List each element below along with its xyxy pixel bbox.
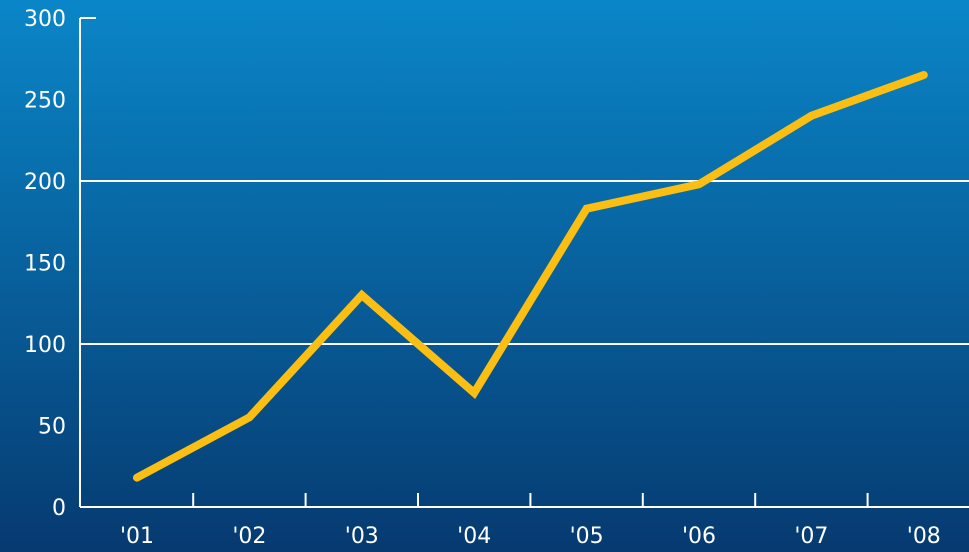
y-tick-label: 50 <box>38 415 66 440</box>
gridlines <box>80 180 969 345</box>
x-tick-label: '05 <box>570 524 604 549</box>
y-tick-label: 300 <box>24 7 66 32</box>
tick-labels: 0 50 100 150 200 250 300 '01 '02 '03 '04 '05 '06 '07 '… <box>24 7 941 549</box>
y-tick-label: 250 <box>24 89 66 114</box>
x-tick-label: '01 <box>120 524 154 549</box>
y-tick-label: 200 <box>24 170 66 195</box>
x-tick-label: '03 <box>345 524 379 549</box>
y-tick-label: 150 <box>24 252 66 277</box>
series-lines <box>133 71 928 482</box>
x-tick-label: '06 <box>682 524 716 549</box>
x-tick-label: '07 <box>794 524 828 549</box>
x-tick-label: '02 <box>232 524 266 549</box>
x-tick-label: '04 <box>457 524 491 549</box>
x-tick-label: '08 <box>907 524 941 549</box>
series-line <box>133 71 928 482</box>
axes <box>79 17 969 508</box>
y-tick-label: 100 <box>24 333 66 358</box>
y-tick-label: 0 <box>52 496 66 521</box>
